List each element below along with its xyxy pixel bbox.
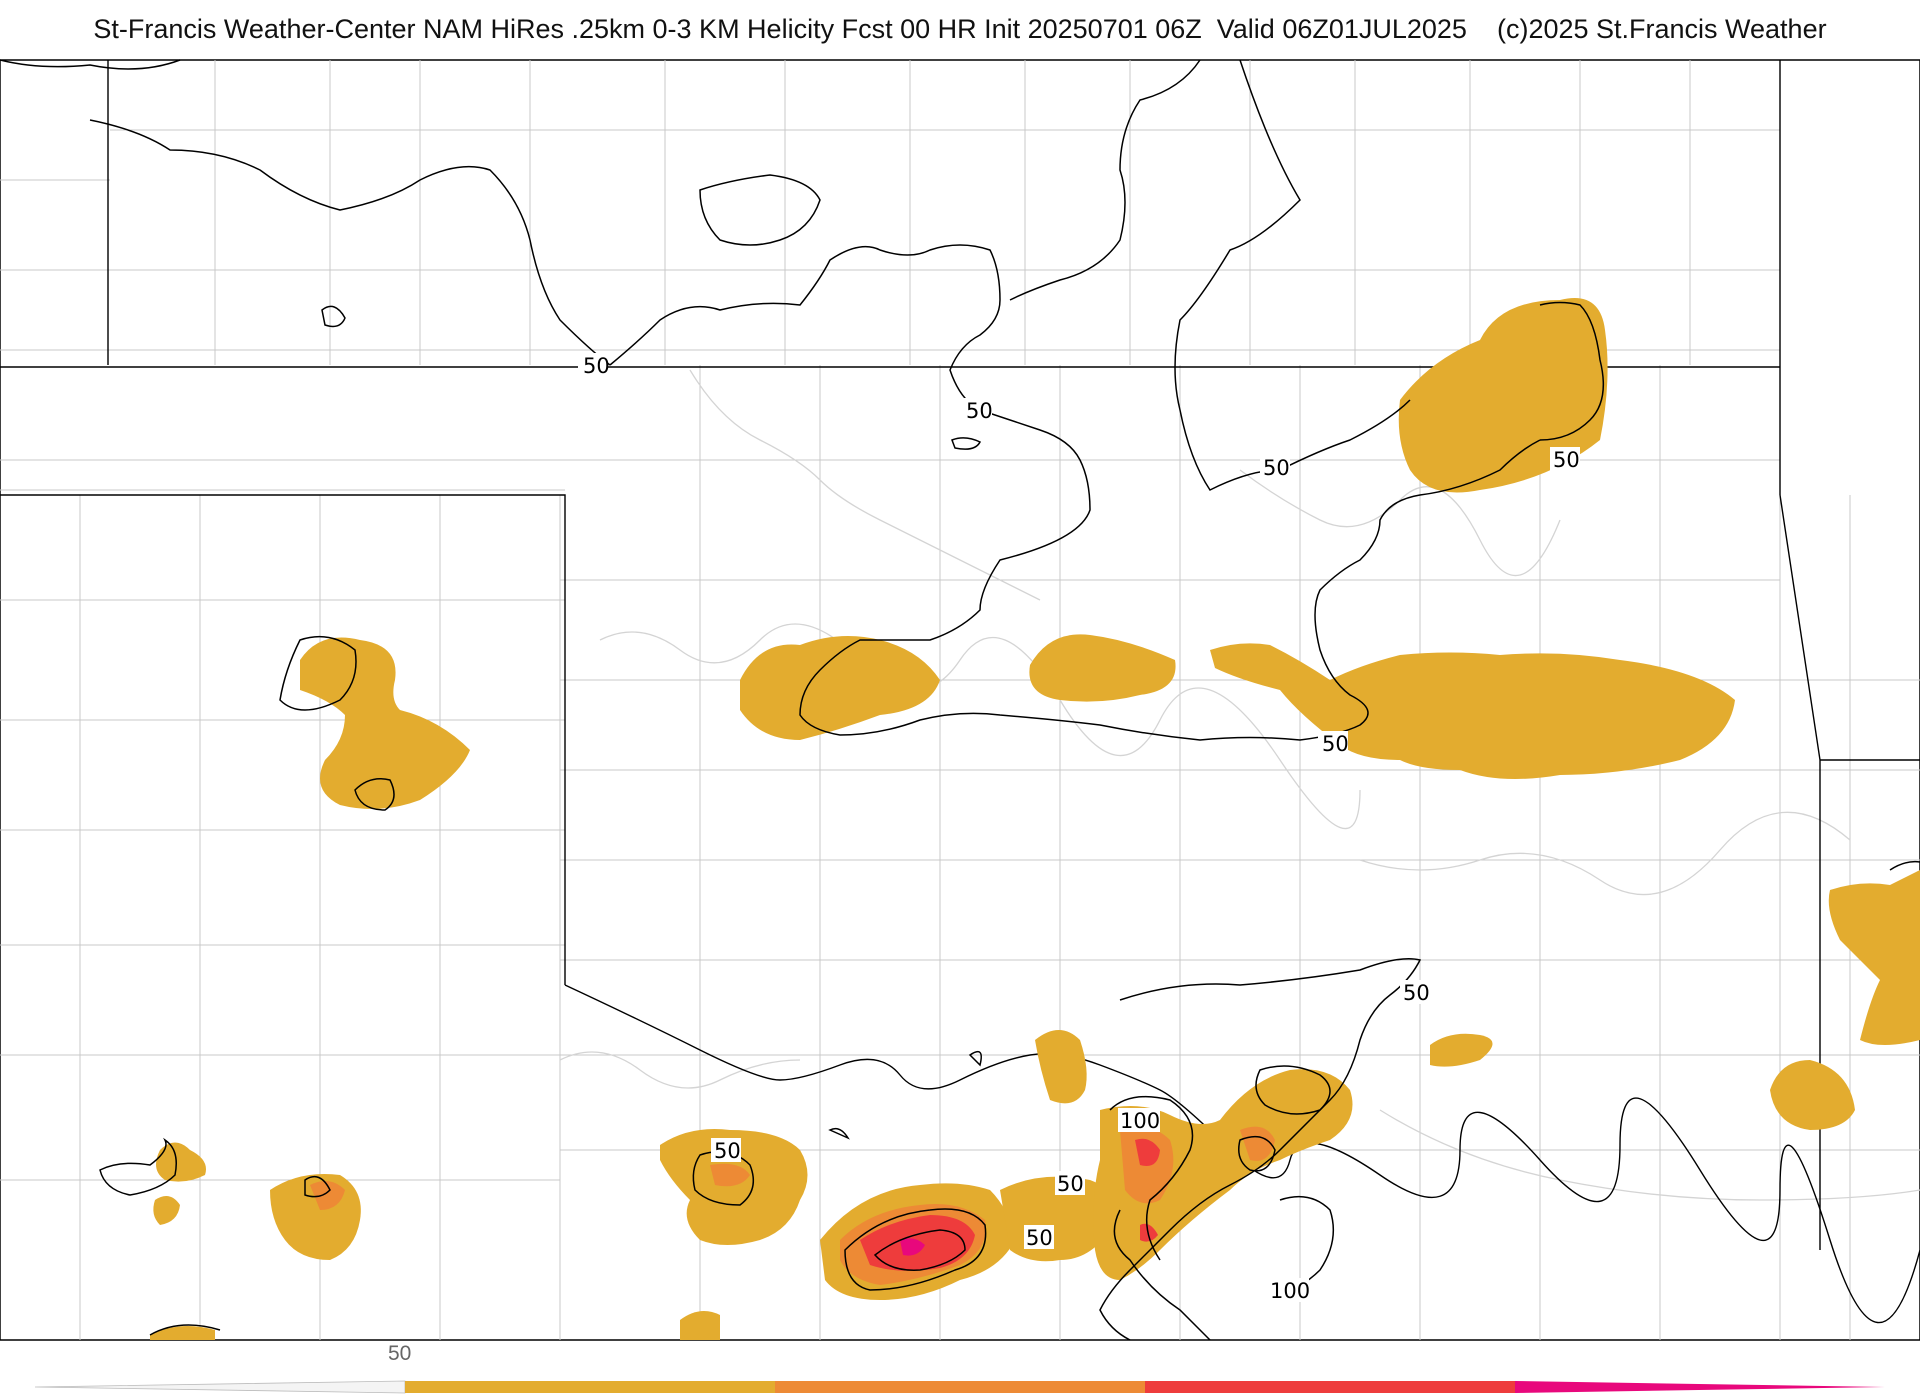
svg-text:50: 50 bbox=[1553, 448, 1580, 472]
contour-label: 50 bbox=[711, 1138, 741, 1163]
contour-labels: 50 50 50 50 50 50 50 50 50 100 100 bbox=[578, 353, 1580, 1303]
colorbar-tick-label: 50 bbox=[388, 1342, 412, 1365]
svg-text:100: 100 bbox=[1120, 1109, 1160, 1133]
svg-text:50: 50 bbox=[1403, 981, 1430, 1005]
contour-label: 50 bbox=[1055, 1171, 1085, 1196]
contour-label: 50 bbox=[1260, 455, 1290, 480]
colorbar-segment bbox=[405, 1381, 775, 1393]
colorbar-segment bbox=[775, 1381, 1145, 1393]
contour-label: 50 bbox=[578, 353, 610, 378]
colorbar-under-triangle bbox=[34, 1380, 406, 1394]
svg-text:50: 50 bbox=[583, 354, 610, 378]
river-lines bbox=[559, 369, 1920, 1201]
county-lines bbox=[0, 60, 1920, 1340]
colorbar-segment bbox=[1145, 1381, 1515, 1393]
svg-text:50: 50 bbox=[1263, 456, 1290, 480]
svg-text:50: 50 bbox=[1322, 732, 1349, 756]
svg-text:50: 50 bbox=[966, 399, 993, 423]
contour-label: 50 bbox=[1318, 731, 1349, 756]
helicity-fill-extreme bbox=[900, 1238, 925, 1256]
contour-label: 50 bbox=[1400, 980, 1430, 1005]
contour-label: 50 bbox=[1024, 1225, 1054, 1250]
map-title: St-Francis Weather-Center NAM HiRes .25k… bbox=[93, 14, 1827, 44]
colorbar bbox=[34, 1380, 1885, 1394]
svg-text:100: 100 bbox=[1270, 1279, 1310, 1303]
contour-label: 100 bbox=[1118, 1108, 1160, 1133]
contour-label: 50 bbox=[962, 398, 993, 423]
contour-label: 50 bbox=[1550, 447, 1580, 472]
colorbar-over-triangle bbox=[1515, 1381, 1885, 1393]
svg-text:50: 50 bbox=[1057, 1172, 1084, 1196]
contour-label: 100 bbox=[1267, 1278, 1310, 1303]
svg-text:50: 50 bbox=[714, 1139, 741, 1163]
svg-text:50: 50 bbox=[1026, 1226, 1053, 1250]
